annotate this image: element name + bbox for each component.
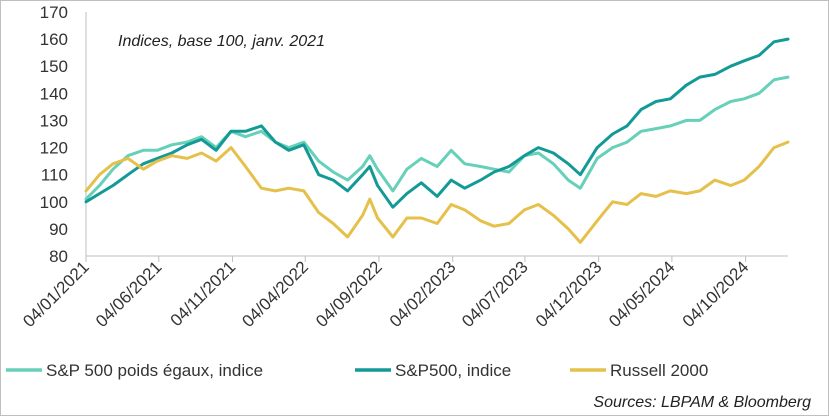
series-line-2 bbox=[84, 37, 790, 209]
y-tick-label: 90 bbox=[49, 220, 68, 239]
y-tick-label: 150 bbox=[40, 57, 68, 76]
series-line-1 bbox=[84, 75, 790, 201]
x-tick-label: 04/07/2023 bbox=[458, 257, 532, 331]
y-axis: 80 90 100 110 120 130 140 150 160 170 bbox=[40, 3, 87, 266]
series-lines bbox=[84, 37, 790, 244]
y-tick-label: 170 bbox=[40, 3, 68, 22]
x-tick-label: 04/12/2023 bbox=[532, 257, 606, 331]
legend-label-1: S&P 500 poids égaux, indice bbox=[46, 361, 263, 380]
series-line-3 bbox=[84, 140, 790, 244]
x-tick-label: 04/11/2021 bbox=[167, 257, 240, 330]
x-tick-label: 04/02/2023 bbox=[386, 257, 460, 331]
legend-label-2: S&P500, indice bbox=[395, 361, 511, 380]
x-tick-label: 04/10/2024 bbox=[679, 257, 753, 331]
x-tick-label: 04/01/2021 bbox=[19, 257, 93, 331]
x-tick-label: 04/06/2021 bbox=[92, 257, 166, 331]
y-tick-label: 80 bbox=[49, 247, 68, 266]
y-tick-label: 120 bbox=[40, 139, 68, 158]
chart-annotation: Indices, base 100, janv. 2021 bbox=[118, 33, 325, 50]
legend: S&P 500 poids égaux, indice S&P500, indic… bbox=[6, 361, 708, 380]
y-tick-label: 110 bbox=[41, 166, 68, 185]
y-tick-label: 160 bbox=[40, 30, 68, 49]
x-tick-label: 04/09/2022 bbox=[312, 257, 386, 331]
x-axis: 04/01/2021 04/06/2021 04/11/2021 04/04/2022… bbox=[19, 255, 788, 331]
y-tick-label: 140 bbox=[40, 84, 68, 103]
source-note: Sources: LBPAM & Bloomberg bbox=[593, 394, 811, 411]
x-tick-label: 04/05/2024 bbox=[605, 257, 679, 331]
y-tick-label: 130 bbox=[40, 111, 68, 130]
legend-label-3: Russell 2000 bbox=[610, 361, 708, 380]
x-tick-label: 04/04/2022 bbox=[238, 257, 312, 331]
y-tick-label: 100 bbox=[40, 193, 68, 212]
